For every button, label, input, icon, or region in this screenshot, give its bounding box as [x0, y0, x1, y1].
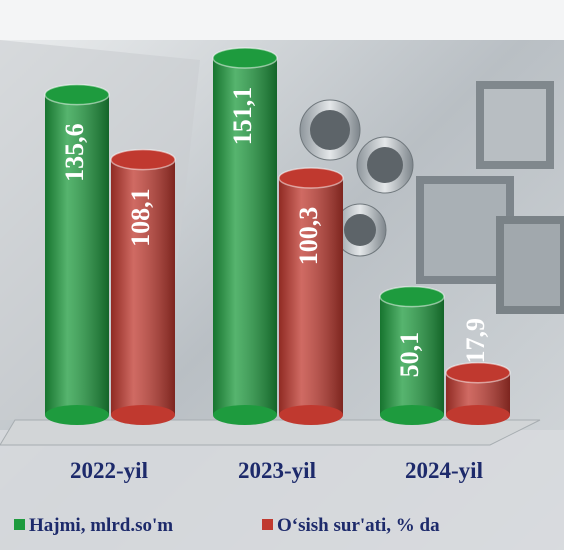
legend-swatch	[262, 519, 273, 530]
bar-shade	[45, 94, 109, 415]
bar-top	[278, 167, 344, 189]
bar-bottom	[45, 405, 109, 425]
bar	[379, 285, 445, 425]
legend-label: Hajmi, mlrd.so'm	[29, 515, 173, 536]
bar-shade	[380, 296, 444, 415]
bar-bottom	[111, 405, 175, 425]
bar-top	[379, 285, 445, 308]
bar	[278, 167, 344, 425]
bar-bottom	[380, 405, 444, 425]
category-label: 2023-yil	[238, 458, 316, 483]
category-label: 2022-yil	[70, 458, 148, 483]
plot: 135,6 108,1 2022-yil 151,1 100,3 2023-yil 50,1…	[14, 47, 511, 536]
bar-top	[110, 148, 176, 171]
bar-shade	[279, 178, 343, 415]
bar-top	[44, 83, 110, 106]
value-label: 17,9	[461, 318, 490, 364]
bar	[44, 83, 110, 425]
bar	[212, 47, 278, 425]
value-label: 50,1	[395, 332, 424, 378]
value-label: 108,1	[126, 188, 155, 247]
bar-shade	[111, 159, 175, 415]
value-label: 135,6	[60, 123, 89, 182]
bar	[445, 361, 511, 425]
legend-label: O‘sish sur'ati, % da	[277, 515, 440, 536]
legend-swatch	[14, 519, 25, 530]
bar	[110, 148, 176, 425]
category-label: 2024-yil	[405, 458, 483, 483]
bar-bottom	[446, 405, 510, 425]
value-label: 151,1	[228, 87, 257, 146]
bar-top	[212, 47, 278, 69]
bar-top	[445, 361, 511, 384]
value-label: 100,3	[294, 207, 323, 265]
bar-bottom	[279, 405, 343, 425]
bar-bottom	[213, 405, 277, 425]
bar-shade	[213, 58, 277, 415]
